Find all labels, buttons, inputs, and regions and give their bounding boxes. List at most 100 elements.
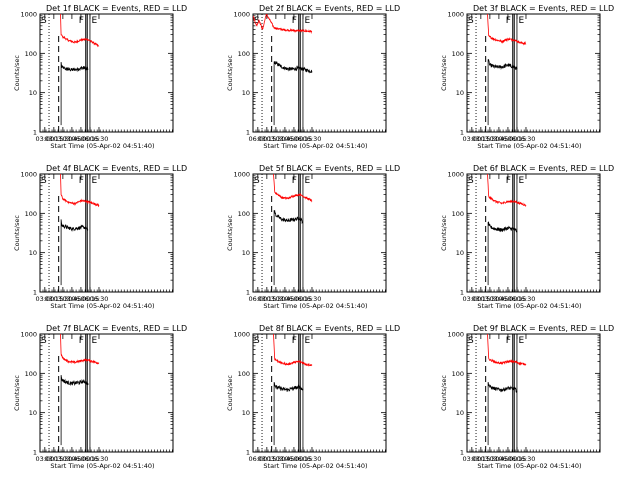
x-tick-label: 06:30 — [303, 455, 322, 463]
plot-frame — [466, 13, 601, 133]
x-tick-label: 03:15 — [257, 455, 276, 463]
x-tick-label: 06:15 — [508, 455, 527, 463]
x-tick-label: 03:45 — [63, 295, 82, 303]
chart-title: Det 5f BLACK = Events, RED = LLD — [259, 164, 400, 173]
chart-title: Det 6f BLACK = Events, RED = LLD — [473, 164, 614, 173]
y-tick-label: 10 — [242, 89, 250, 97]
x-tick-label: 06:00 — [499, 135, 518, 143]
x-tick-label: 06:30 — [90, 455, 109, 463]
y-tick-label: 1000 — [447, 331, 464, 339]
x-tick-label: 06:15 — [508, 295, 527, 303]
x-tick-label: 03:15 — [471, 455, 490, 463]
x-axis-label: Start Time (05-Apr-02 04:51:40) — [50, 142, 154, 150]
x-tick-label: 06:15 — [294, 135, 313, 143]
y-tick-label: 1000 — [233, 11, 250, 19]
y-axis-label: Counts/sec — [13, 375, 21, 411]
chart-panel-4: Det 4f BLACK = Events, RED = LLD 1 10 100 10… — [13, 164, 187, 310]
y-tick-label: 1000 — [447, 171, 464, 179]
series-line-lld — [253, 14, 313, 34]
x-tick-label: 03:15 — [44, 135, 63, 143]
flare-marker-label: F — [292, 176, 297, 186]
x-axis-label: Start Time (05-Apr-02 04:51:40) — [477, 302, 581, 310]
x-tick-label: 06:30 — [517, 295, 536, 303]
x-tick-label: 03:45 — [276, 135, 295, 143]
y-axis-label: Counts/sec — [13, 215, 21, 251]
y-tick-label: 100 — [238, 370, 250, 378]
x-tick-label: 03:45 — [276, 295, 295, 303]
x-tick-label: 03:45 — [63, 135, 82, 143]
chart-title: Det 9f BLACK = Events, RED = LLD — [473, 324, 614, 333]
end-marker-label: E — [518, 16, 524, 26]
flare-marker-label: F — [506, 176, 511, 186]
plot-frame — [466, 333, 601, 453]
series-line-events — [487, 59, 518, 126]
series-line-events — [273, 60, 313, 126]
plot-frame — [39, 173, 174, 293]
x-tick-label: 06:00 — [285, 295, 304, 303]
x-tick-label: 06:15 — [81, 455, 100, 463]
plot-frame — [39, 13, 174, 133]
series-line-lld — [487, 14, 527, 46]
start-marker-label: S — [254, 336, 260, 346]
flare-marker-label: F — [506, 16, 511, 26]
series-line-events — [60, 62, 89, 126]
y-tick-label: 1 — [460, 449, 464, 457]
plot-frame — [252, 173, 387, 293]
x-tick-label: 06:00 — [285, 135, 304, 143]
x-tick-label: 06:15 — [81, 135, 100, 143]
end-marker-label: E — [91, 176, 97, 186]
chart-title: Det 8f BLACK = Events, RED = LLD — [259, 324, 400, 333]
y-tick-label: 100 — [452, 50, 464, 58]
x-axis-label: Start Time (05-Apr-02 04:51:40) — [263, 142, 367, 150]
y-tick-label: 1 — [460, 289, 464, 297]
end-marker-label: E — [518, 336, 524, 346]
series-line-events — [487, 381, 518, 446]
y-tick-label: 1000 — [233, 331, 250, 339]
end-marker-label: E — [304, 16, 310, 26]
x-tick-label: 06:00 — [248, 455, 267, 463]
x-tick-label: 03:45 — [490, 455, 509, 463]
flare-marker-label: F — [79, 336, 84, 346]
y-axis-label: Counts/sec — [440, 55, 448, 91]
flare-marker-label: F — [506, 336, 511, 346]
x-tick-label: 06:00 — [248, 295, 267, 303]
x-tick-label: 06:30 — [90, 295, 109, 303]
series-line-lld — [60, 174, 100, 208]
x-tick-label: 06:00 — [499, 295, 518, 303]
plot-frame — [466, 173, 601, 293]
y-tick-label: 100 — [238, 50, 250, 58]
x-tick-label: 03:30 — [54, 455, 73, 463]
x-tick-label: 03:15 — [257, 295, 276, 303]
y-tick-label: 100 — [452, 210, 464, 218]
y-tick-label: 1 — [33, 449, 37, 457]
y-tick-label: 1 — [33, 289, 37, 297]
x-axis-label: Start Time (05-Apr-02 04:51:40) — [50, 462, 154, 470]
y-tick-label: 1 — [246, 129, 250, 137]
y-tick-label: 10 — [242, 409, 250, 417]
x-tick-label: 03:00 — [462, 455, 481, 463]
end-marker-label: E — [518, 176, 524, 186]
series-line-events — [60, 219, 89, 286]
chart-panel-9: Det 9f BLACK = Events, RED = LLD 1 10 100 10… — [440, 324, 614, 470]
x-tick-label: 06:30 — [517, 455, 536, 463]
series-line-events — [60, 375, 89, 446]
flare-marker-label: F — [79, 176, 84, 186]
y-tick-label: 1 — [246, 449, 250, 457]
y-tick-label: 10 — [29, 409, 37, 417]
start-marker-label: S — [41, 16, 47, 26]
y-axis-label: Counts/sec — [13, 55, 21, 91]
flare-marker-label: F — [79, 16, 84, 26]
chart-panel-3: Det 3f BLACK = Events, RED = LLD 1 10 100 10… — [440, 4, 614, 150]
x-tick-label: 06:00 — [499, 455, 518, 463]
x-tick-label: 06:15 — [508, 135, 527, 143]
y-tick-label: 1000 — [20, 331, 37, 339]
y-tick-label: 1000 — [20, 171, 37, 179]
chart-title: Det 2f BLACK = Events, RED = LLD — [259, 4, 400, 13]
x-tick-label: 06:30 — [90, 135, 109, 143]
x-tick-label: 03:30 — [54, 135, 73, 143]
x-axis-label: Start Time (05-Apr-02 04:51:40) — [477, 462, 581, 470]
start-marker-label: S — [468, 176, 474, 186]
x-tick-label: 03:15 — [471, 295, 490, 303]
x-tick-label: 03:45 — [276, 455, 295, 463]
